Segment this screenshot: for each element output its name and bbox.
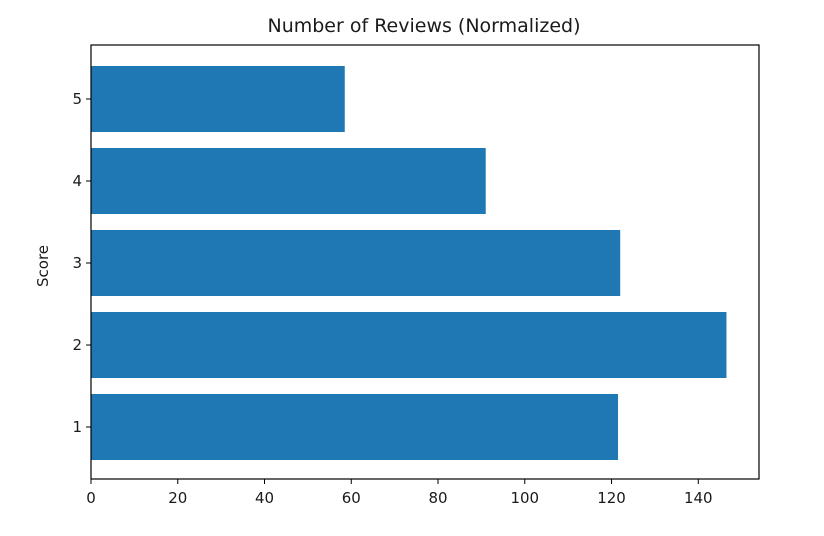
- y-tick-label: 1: [72, 418, 82, 436]
- bar-score-4: [91, 148, 486, 214]
- bar-score-3: [91, 230, 621, 296]
- x-tick-label: 20: [168, 489, 187, 507]
- x-tick-label: 140: [684, 489, 713, 507]
- x-tick-label: 120: [597, 489, 626, 507]
- x-tick-label: 40: [255, 489, 274, 507]
- bars-group: [91, 66, 727, 460]
- y-tick-label: 4: [72, 172, 82, 190]
- plot-area-frame: [90, 44, 760, 480]
- bar-score-2: [91, 312, 727, 378]
- x-axis-ticks: 0 20 40 60 80 100 120 140: [86, 479, 713, 507]
- x-tick-label: 60: [342, 489, 361, 507]
- bar-score-5: [91, 66, 345, 132]
- y-tick-label: 3: [72, 254, 82, 272]
- bar-score-1: [91, 394, 619, 460]
- x-tick-label: 0: [86, 489, 96, 507]
- chart-title: Number of Reviews (Normalized): [267, 15, 580, 37]
- y-axis-label: Score: [34, 245, 52, 287]
- y-tick-label: 2: [72, 336, 82, 354]
- x-tick-label: 100: [510, 489, 539, 507]
- x-tick-label: 80: [428, 489, 447, 507]
- y-axis-ticks: 1 2 3 4 5: [72, 90, 91, 436]
- y-tick-label: 5: [72, 90, 82, 108]
